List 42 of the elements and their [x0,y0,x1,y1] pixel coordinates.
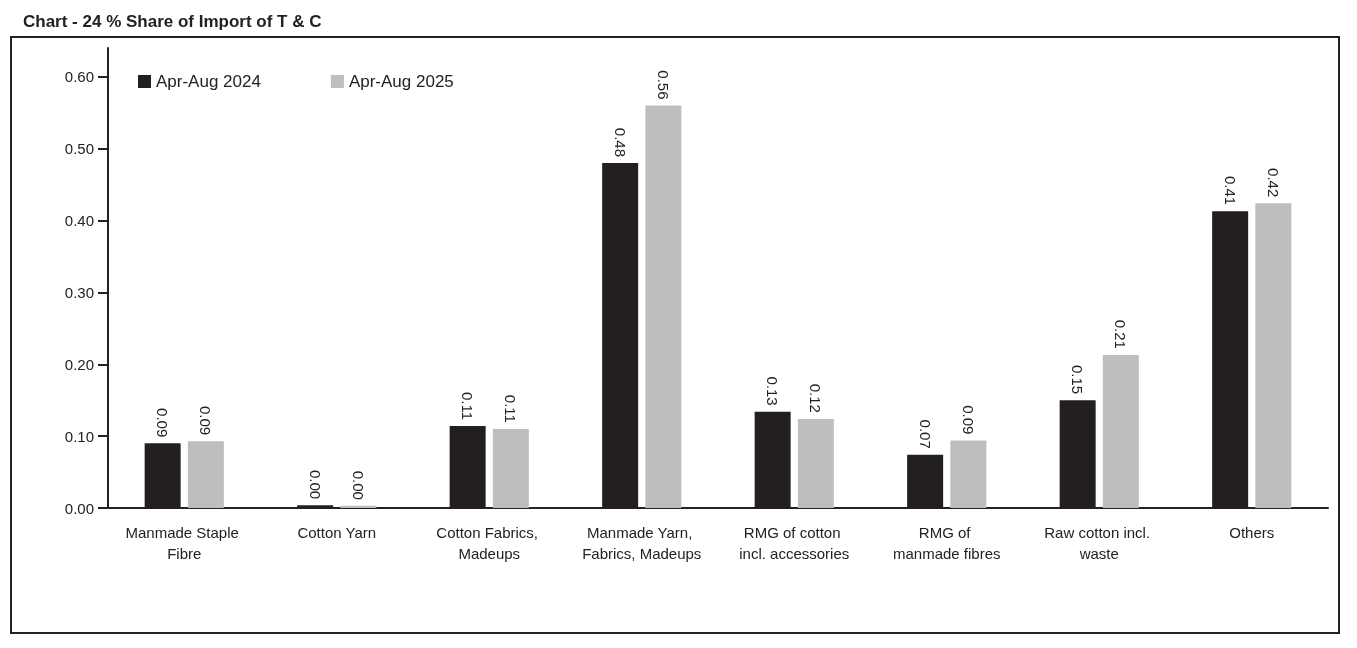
text: 0.50 [64,140,94,158]
data-label: 0.13 [764,376,782,406]
text: 0.40 [64,212,94,229]
data-label: 0.12 [807,383,825,413]
legend-label: Apr-Aug 2025 [348,72,454,91]
data-label: 0.15 [1069,364,1087,395]
data-label: 0.07 [916,419,934,449]
data-label: 0.09 [959,405,977,435]
chart-title: Chart - 24 % Share of Import of T & C [23,12,322,31]
bar [492,428,529,508]
data-label: 0.21 [1112,319,1130,349]
text: 0.00 [64,499,94,517]
data-label: 0.41 [1221,175,1239,206]
data-label: 0.11 [502,394,520,423]
data-label: 0.56 [654,70,672,100]
legend-label: Apr-Aug 2024 [156,72,261,91]
bar [340,505,377,508]
x-tick-label: Others [1229,524,1275,541]
data-label: 0.09 [154,408,172,438]
bar [1102,354,1139,508]
data-label: 0.48 [611,127,629,157]
data-label: 0.00 [349,470,367,500]
bar [950,440,987,508]
bar [645,105,682,508]
x-tick-label: Cotton Yarn [297,524,377,541]
x-tick-label: Manmade Yarn, Fabrics, Madeups [582,524,702,562]
text: 0.30 [64,283,94,301]
data-label: 0.00 [306,469,324,500]
x-tick-label: RMG of cotton incl. accessories [739,524,850,562]
x-tick-label: RMG of manmade fibres [892,524,1001,562]
data-label: 0.42 [1264,168,1282,198]
text: 0.60 [64,68,94,86]
text: 0.20 [64,355,94,373]
data-label: 0.11 [459,391,477,421]
x-tick-label: Manmade Staple Fibre [125,524,244,562]
text: 0.10 [64,427,94,445]
x-tick-label: Raw cotton incl. waste [1044,524,1155,562]
bar [187,441,224,508]
x-tick-label: Cotton Fabrics, Madeups [436,524,543,562]
bar [797,418,834,508]
bar [1255,203,1292,508]
data-label: 0.09 [197,405,215,436]
